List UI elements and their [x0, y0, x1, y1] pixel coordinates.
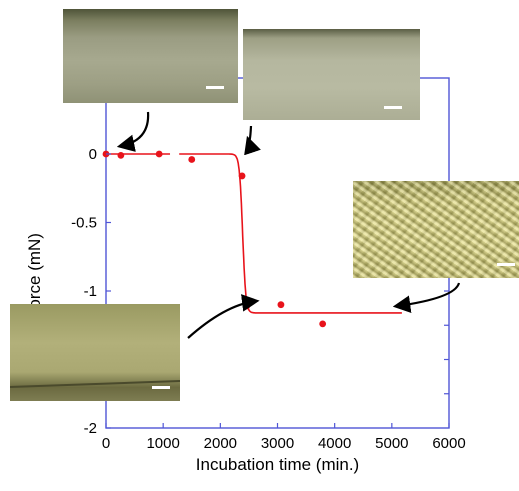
photo-flat-before-transition: [243, 29, 420, 120]
x-tick-label: 1000: [146, 435, 179, 452]
x-tick-label: 4000: [318, 435, 351, 452]
y-tick-label: 0: [89, 146, 97, 163]
arrow-photo-2: [244, 125, 261, 156]
data-point: [117, 151, 125, 159]
data-point: [188, 156, 196, 163]
arrow-photo-3: [392, 282, 461, 313]
photo-after-transition: [10, 304, 180, 401]
scale-bar: [152, 386, 170, 389]
fit-curve-segment-2: [179, 153, 402, 314]
y-tick-label: -2: [84, 420, 97, 437]
data-point: [155, 150, 163, 158]
y-axis-title: Force (mN): [25, 233, 44, 319]
data-point: [277, 301, 285, 309]
arrow-photo-1: [116, 111, 150, 152]
scale-bar: [206, 86, 224, 89]
x-tick-label: 6000: [432, 435, 465, 452]
data-point: [238, 172, 246, 180]
photo-wrinkled-late: [353, 181, 519, 278]
x-tick-label: 2000: [204, 435, 237, 452]
x-tick-label: 5000: [375, 435, 408, 452]
arrow-photo-4: [187, 294, 260, 339]
x-axis-title: Incubation time (min.): [196, 455, 359, 474]
photo-flat-early: [63, 9, 238, 103]
y-tick-label: -0.5: [71, 215, 97, 232]
scale-bar: [497, 263, 515, 266]
x-tick-label: 0: [102, 435, 110, 452]
scale-bar: [384, 106, 402, 109]
data-point: [319, 320, 327, 328]
y-tick-label: -1: [84, 283, 97, 300]
x-tick-label: 3000: [261, 435, 294, 452]
